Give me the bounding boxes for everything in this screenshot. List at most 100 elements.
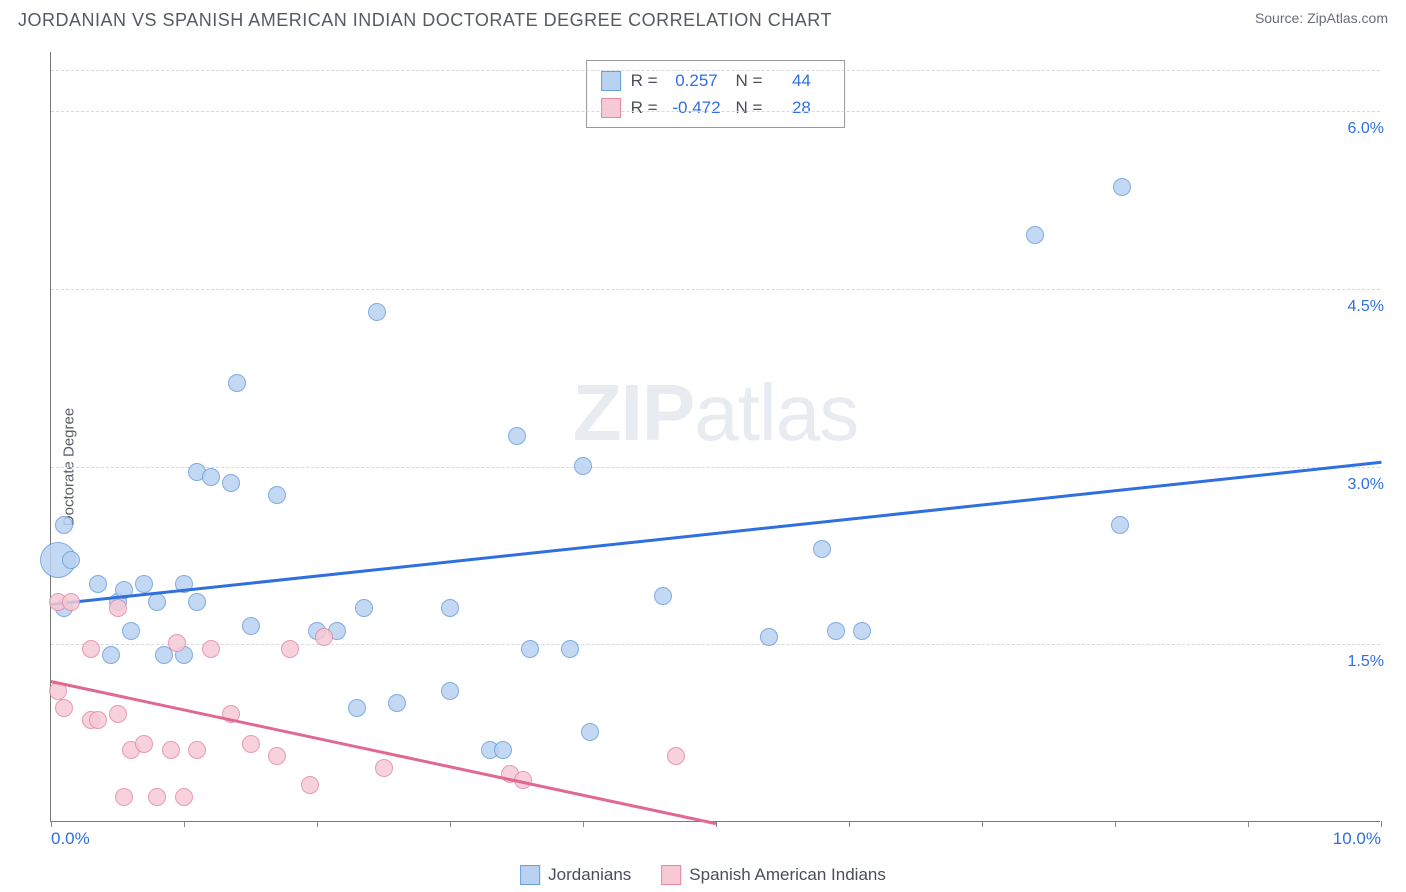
x-tick-mark bbox=[450, 821, 451, 827]
y-tick-label: 6.0% bbox=[1342, 120, 1384, 138]
data-point bbox=[55, 699, 73, 717]
stats-legend-row: R = 0.257 N = 44 bbox=[601, 67, 831, 94]
y-tick-label: 1.5% bbox=[1342, 653, 1384, 671]
data-point bbox=[388, 694, 406, 712]
data-point bbox=[268, 486, 286, 504]
data-point bbox=[89, 575, 107, 593]
data-point bbox=[581, 723, 599, 741]
legend-label: Spanish American Indians bbox=[689, 865, 886, 885]
x-tick-label: 10.0% bbox=[1333, 829, 1381, 849]
data-point bbox=[301, 776, 319, 794]
data-point bbox=[760, 628, 778, 646]
x-tick-mark bbox=[1248, 821, 1249, 827]
data-point bbox=[135, 575, 153, 593]
stat-n-value: 44 bbox=[772, 67, 830, 94]
chart-container: Doctorate Degree ZIPatlas R =0.257N =44R… bbox=[0, 42, 1406, 892]
data-point bbox=[202, 468, 220, 486]
data-point bbox=[827, 622, 845, 640]
data-point bbox=[368, 303, 386, 321]
data-point bbox=[122, 622, 140, 640]
chart-title: JORDANIAN VS SPANISH AMERICAN INDIAN DOC… bbox=[18, 10, 832, 31]
x-tick-mark bbox=[51, 821, 52, 827]
x-tick-mark bbox=[317, 821, 318, 827]
data-point bbox=[853, 622, 871, 640]
data-point bbox=[561, 640, 579, 658]
stat-n-label: N = bbox=[736, 67, 763, 94]
x-tick-mark bbox=[583, 821, 584, 827]
gridline-horizontal bbox=[51, 467, 1380, 468]
data-point bbox=[1111, 516, 1129, 534]
gridline-horizontal bbox=[51, 70, 1380, 71]
data-point bbox=[667, 747, 685, 765]
source-prefix: Source: bbox=[1255, 10, 1307, 26]
legend-swatch bbox=[601, 71, 621, 91]
data-point bbox=[62, 593, 80, 611]
legend-swatch bbox=[661, 865, 681, 885]
data-point bbox=[148, 788, 166, 806]
stat-r-value: 0.257 bbox=[668, 67, 726, 94]
x-tick-mark bbox=[1115, 821, 1116, 827]
stat-r-value: -0.472 bbox=[668, 94, 726, 121]
plot-area: ZIPatlas R =0.257N =44R =-0.472N =28 1.5… bbox=[50, 52, 1380, 822]
data-point bbox=[441, 682, 459, 700]
data-point bbox=[109, 705, 127, 723]
legend-swatch bbox=[520, 865, 540, 885]
data-point bbox=[355, 599, 373, 617]
x-tick-mark bbox=[1381, 821, 1382, 827]
legend-item: Spanish American Indians bbox=[661, 865, 886, 885]
data-point bbox=[813, 540, 831, 558]
data-point bbox=[162, 741, 180, 759]
data-point bbox=[242, 617, 260, 635]
header-row: JORDANIAN VS SPANISH AMERICAN INDIAN DOC… bbox=[0, 0, 1406, 31]
gridline-horizontal bbox=[51, 111, 1380, 112]
gridline-horizontal bbox=[51, 644, 1380, 645]
data-point bbox=[62, 551, 80, 569]
data-point bbox=[135, 735, 153, 753]
data-point bbox=[574, 457, 592, 475]
data-point bbox=[168, 634, 186, 652]
data-point bbox=[188, 741, 206, 759]
data-point bbox=[375, 759, 393, 777]
data-point bbox=[55, 516, 73, 534]
x-tick-mark bbox=[184, 821, 185, 827]
legend-label: Jordanians bbox=[548, 865, 631, 885]
data-point bbox=[109, 599, 127, 617]
watermark-bold: ZIP bbox=[573, 368, 694, 457]
stat-n-label: N = bbox=[736, 94, 763, 121]
y-tick-label: 3.0% bbox=[1342, 476, 1384, 494]
data-point bbox=[102, 646, 120, 664]
watermark: ZIPatlas bbox=[573, 367, 858, 459]
data-point bbox=[175, 788, 193, 806]
legend-swatch bbox=[601, 98, 621, 118]
y-tick-label: 4.5% bbox=[1342, 298, 1384, 316]
data-point bbox=[222, 474, 240, 492]
data-point bbox=[654, 587, 672, 605]
data-point bbox=[202, 640, 220, 658]
legend-item: Jordanians bbox=[520, 865, 631, 885]
data-point bbox=[242, 735, 260, 753]
data-point bbox=[315, 628, 333, 646]
data-point bbox=[281, 640, 299, 658]
data-point bbox=[82, 640, 100, 658]
source-attribution: Source: ZipAtlas.com bbox=[1255, 10, 1388, 26]
source-link[interactable]: ZipAtlas.com bbox=[1307, 10, 1388, 26]
gridline-horizontal bbox=[51, 289, 1380, 290]
stat-r-label: R = bbox=[631, 67, 658, 94]
data-point bbox=[115, 788, 133, 806]
data-point bbox=[348, 699, 366, 717]
data-point bbox=[508, 427, 526, 445]
trend-line bbox=[51, 461, 1381, 606]
stats-legend-row: R = -0.472 N = 28 bbox=[601, 94, 831, 121]
data-point bbox=[188, 593, 206, 611]
data-point bbox=[441, 599, 459, 617]
series-legend: Jordanians Spanish American Indians bbox=[520, 865, 886, 885]
data-point bbox=[89, 711, 107, 729]
data-point bbox=[521, 640, 539, 658]
data-point bbox=[148, 593, 166, 611]
data-point bbox=[268, 747, 286, 765]
stat-n-value: 28 bbox=[772, 94, 830, 121]
x-tick-mark bbox=[849, 821, 850, 827]
watermark-rest: atlas bbox=[694, 368, 858, 457]
stat-r-label: R = bbox=[631, 94, 658, 121]
data-point bbox=[1113, 178, 1131, 196]
